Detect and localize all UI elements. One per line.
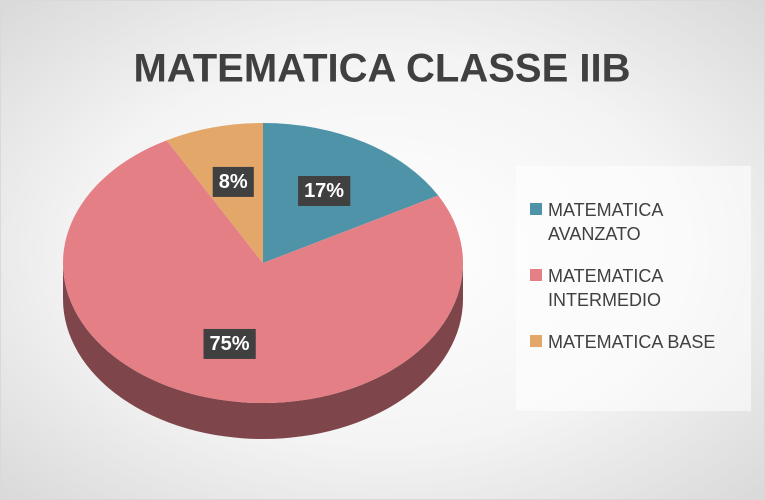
slice <box>62 140 463 404</box>
legend-label: MATEMATICA AVANZATO <box>548 200 663 244</box>
legend-swatch <box>530 335 542 347</box>
legend-swatch <box>530 203 542 215</box>
data-label: 75% <box>210 333 250 355</box>
legend: MATEMATICA AVANZATO MATEMATICA INTERMEDIO… <box>516 166 751 411</box>
legend-label: MATEMATICA BASE <box>548 332 716 352</box>
slice <box>263 123 439 263</box>
slice-side <box>63 263 463 439</box>
data-label-box <box>203 328 256 359</box>
legend-entry: MATEMATICA INTERMEDIO <box>530 264 741 312</box>
legend-entry: MATEMATICA AVANZATO <box>530 198 741 246</box>
data-label: 8% <box>219 171 248 193</box>
legend-label: MATEMATICA INTERMEDIO <box>548 266 663 310</box>
data-label: 17% <box>304 180 344 202</box>
chart-title: MATEMATICA CLASSE IIB <box>133 47 630 91</box>
legend-entry: MATEMATICA BASE <box>530 330 741 354</box>
data-label-box <box>298 175 351 206</box>
data-label-box <box>212 166 254 197</box>
legend-swatch <box>530 269 542 281</box>
